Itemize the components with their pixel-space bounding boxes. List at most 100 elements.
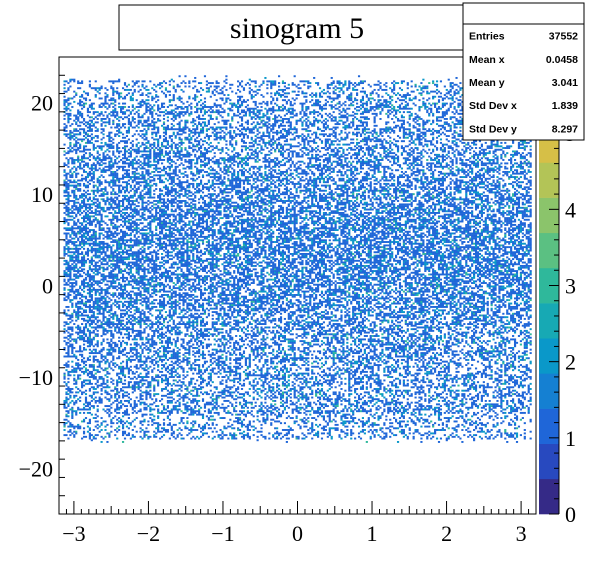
heatmap-cell <box>91 104 93 106</box>
heatmap-cell <box>149 80 151 82</box>
heatmap-cell <box>455 142 457 144</box>
heatmap-cell <box>327 159 329 161</box>
heatmap-cell <box>333 132 335 134</box>
heatmap-cell <box>241 157 243 159</box>
heatmap-cell <box>372 91 374 93</box>
heatmap-cell <box>385 99 387 101</box>
heatmap-cell <box>296 115 298 117</box>
heatmap-cell <box>233 103 235 105</box>
heatmap-cell <box>327 161 329 163</box>
heatmap-cell <box>204 157 206 159</box>
heatmap-cell <box>340 137 342 139</box>
heatmap-cell <box>134 82 136 84</box>
heatmap-cell <box>416 156 418 158</box>
heatmap-cell <box>366 132 368 134</box>
heatmap-cell <box>379 147 381 149</box>
heatmap-cell <box>134 121 136 123</box>
heatmap-cell <box>221 149 223 151</box>
heatmap-cell <box>253 127 255 129</box>
heatmap-cell <box>428 120 430 122</box>
heatmap-cell <box>274 140 276 142</box>
heatmap-cell <box>128 89 130 91</box>
heatmap-cell <box>241 159 243 161</box>
heatmap-cell <box>266 128 268 130</box>
heatmap-cell <box>89 168 91 170</box>
heatmap-cell <box>479 159 481 161</box>
heatmap-cell <box>290 132 292 134</box>
heatmap-cell <box>177 113 179 115</box>
heatmap-cell <box>344 111 346 113</box>
heatmap-cell <box>188 135 190 137</box>
heatmap-cell <box>286 113 288 115</box>
heatmap-cell <box>418 140 420 142</box>
heatmap-cell <box>391 82 393 84</box>
heatmap-cell <box>370 92 372 94</box>
heatmap-cell <box>475 147 477 149</box>
heatmap-cell <box>288 149 290 151</box>
heatmap-cell <box>348 86 350 88</box>
heatmap-cell <box>200 161 202 163</box>
heatmap-cell <box>303 135 305 137</box>
heatmap-cell <box>241 118 243 120</box>
heatmap-cell <box>171 99 173 101</box>
heatmap-cell <box>128 84 130 86</box>
heatmap-cell <box>391 96 393 98</box>
heatmap-cell <box>145 139 147 141</box>
heatmap-cell <box>214 152 216 154</box>
heatmap-cell <box>333 149 335 151</box>
heatmap-cell <box>305 139 307 141</box>
heatmap-cell <box>434 106 436 108</box>
heatmap-cell <box>282 120 284 122</box>
heatmap-cell <box>524 149 526 151</box>
heatmap-cell <box>315 94 317 96</box>
heatmap-cell <box>204 156 206 158</box>
heatmap-cell <box>393 157 395 159</box>
heatmap-cell <box>77 157 79 159</box>
heatmap-cell <box>407 87 409 89</box>
heatmap-cell <box>196 111 198 113</box>
heatmap-cell <box>350 149 352 151</box>
heatmap-cell <box>362 103 364 105</box>
heatmap-cell <box>372 166 374 168</box>
heatmap-cell <box>276 130 278 132</box>
heatmap-cell <box>124 84 126 86</box>
heatmap-cell <box>366 121 368 123</box>
heatmap-cell <box>346 108 348 110</box>
heatmap-cell <box>132 104 134 106</box>
heatmap-cell <box>403 149 405 151</box>
heatmap-cell <box>496 161 498 163</box>
heatmap-cell <box>493 152 495 154</box>
heatmap-cell <box>438 161 440 163</box>
heatmap-cell <box>274 121 276 123</box>
heatmap-cell <box>260 94 262 96</box>
heatmap-cell <box>430 152 432 154</box>
heatmap-cell <box>426 140 428 142</box>
heatmap-cell <box>346 120 348 122</box>
heatmap-cell <box>292 113 294 115</box>
heatmap-cell <box>210 115 212 117</box>
heatmap-cell <box>436 149 438 151</box>
heatmap-cell <box>200 164 202 166</box>
heatmap-cell <box>101 149 103 151</box>
heatmap-cell <box>264 103 266 105</box>
heatmap-cell <box>143 135 145 137</box>
heatmap-cell <box>385 123 387 125</box>
heatmap-cell <box>416 168 418 170</box>
heatmap-cell <box>280 96 282 98</box>
heatmap-cell <box>432 149 434 151</box>
heatmap-cell <box>134 168 136 170</box>
heatmap-cell <box>266 142 268 144</box>
heatmap-cell <box>360 108 362 110</box>
heatmap-cell <box>340 89 342 91</box>
heatmap-cell <box>428 149 430 151</box>
heatmap-cell <box>296 132 298 134</box>
heatmap-cell <box>163 168 165 170</box>
heatmap-cell <box>67 120 69 122</box>
heatmap-cell <box>167 161 169 163</box>
heatmap-cell <box>397 164 399 166</box>
heatmap-cell <box>241 101 243 103</box>
heatmap-cell <box>140 150 142 152</box>
heatmap-cell <box>278 82 280 84</box>
heatmap-cell <box>379 86 381 88</box>
heatmap-cell <box>106 108 108 110</box>
